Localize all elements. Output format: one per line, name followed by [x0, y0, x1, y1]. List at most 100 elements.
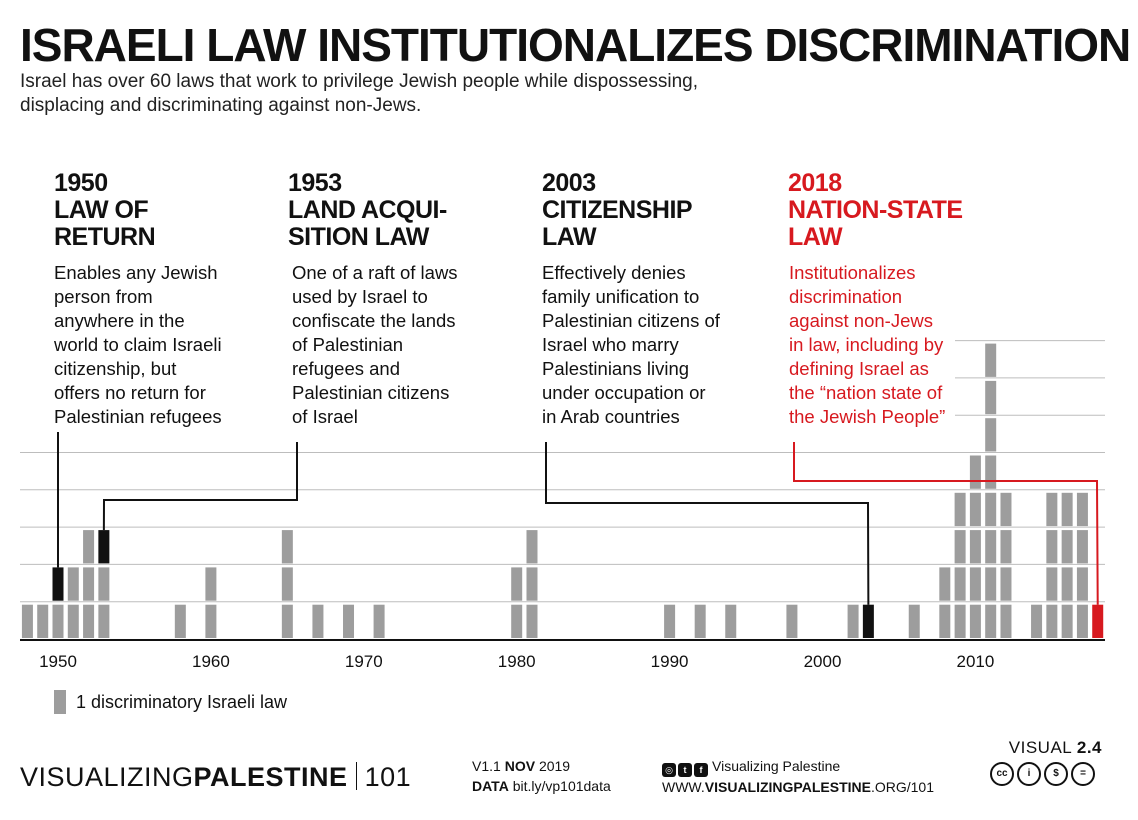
- x-tick-label: 2000: [804, 652, 842, 671]
- nc-icon: $: [1044, 762, 1068, 786]
- bar-unit-2011: [985, 380, 997, 415]
- bar-unit-1950: [52, 604, 64, 638]
- leader-line-2018: [793, 442, 1099, 605]
- bar-unit-2011: [985, 530, 997, 564]
- bar-unit-2015: [1046, 530, 1058, 564]
- x-tick-label: 1960: [192, 652, 230, 671]
- annotation-title: CITIZENSHIP LAW: [542, 196, 693, 251]
- bar-unit-1949: [37, 604, 49, 638]
- bar-unit-1958: [174, 604, 186, 638]
- annotation-title: LAW OF RETURN: [54, 196, 156, 251]
- x-tick-label: 1970: [345, 652, 383, 671]
- bar-unit-2003: [862, 604, 874, 638]
- social-name: Visualizing Palestine: [712, 758, 841, 774]
- annotation-title: LAND ACQUI- SITION LAW: [288, 196, 447, 251]
- twitter-icon[interactable]: t: [678, 763, 692, 777]
- bar-unit-2014: [1031, 604, 1043, 638]
- legend-swatch: [54, 690, 66, 714]
- brand-separator: [355, 762, 357, 790]
- bar-unit-1965: [281, 530, 293, 564]
- bar-unit-2009: [954, 530, 966, 564]
- annotation-nation-state-law: 2018 NATION-STATE LAW Institutionalizes …: [788, 170, 963, 429]
- bar-unit-1960: [205, 567, 217, 601]
- bar-unit-1969: [343, 604, 355, 638]
- bar-unit-1967: [312, 604, 324, 638]
- bar-unit-2016: [1061, 492, 1073, 527]
- annotation-year: 1950: [54, 169, 108, 197]
- brand-bold: PALESTINE: [193, 762, 348, 792]
- bar-unit-1952: [83, 604, 95, 638]
- visual-label: VISUAL: [1008, 738, 1072, 757]
- bar-unit-1990: [664, 604, 676, 638]
- leader-line-2003: [545, 442, 870, 605]
- bar-unit-1971: [373, 604, 385, 638]
- annotation-title: NATION-STATE LAW: [788, 196, 963, 251]
- bar-unit-2016: [1061, 604, 1073, 638]
- bar-unit-1980: [511, 567, 523, 601]
- legend-label: 1 discriminatory Israeli law: [76, 691, 288, 712]
- bar-unit-2010: [969, 455, 981, 489]
- visual-number: VISUAL 2.4: [1009, 738, 1102, 758]
- data-link[interactable]: bit.ly/vp101data: [512, 778, 611, 794]
- bar-unit-1998: [786, 604, 798, 638]
- annotation-citizenship-law: 2003 CITIZENSHIP LAW Effectively denies …: [542, 170, 720, 429]
- bar-unit-2008: [939, 567, 951, 601]
- bar-unit-2011: [985, 492, 997, 527]
- bars: [21, 343, 1104, 638]
- version-month: NOV: [504, 758, 536, 774]
- bar-unit-2011: [985, 567, 997, 601]
- instagram-icon[interactable]: ◎: [662, 763, 676, 777]
- bar-unit-2017: [1076, 604, 1088, 638]
- bar-unit-2015: [1046, 492, 1058, 527]
- bar-unit-1980: [511, 604, 523, 638]
- by-icon: i: [1017, 762, 1041, 786]
- bar-unit-1953: [98, 530, 110, 564]
- annotation-year: 1953: [288, 169, 342, 197]
- bar-unit-2017: [1076, 492, 1088, 527]
- annotation-year: 2018: [788, 169, 842, 197]
- bar-unit-1953: [98, 567, 110, 601]
- bar-unit-1951: [67, 567, 79, 601]
- bar-unit-2015: [1046, 604, 1058, 638]
- nd-icon: =: [1071, 762, 1095, 786]
- bar-unit-1960: [205, 604, 217, 638]
- bar-unit-1952: [83, 530, 95, 564]
- bar-unit-2006: [908, 604, 920, 638]
- bar-unit-2012: [1000, 530, 1012, 564]
- bar-unit-1981: [526, 604, 538, 638]
- leader-lines: [57, 432, 1099, 605]
- bar-unit-1953: [98, 604, 110, 638]
- bar-unit-1992: [694, 604, 706, 638]
- footer-social: ◎ t f Visualizing Palestine WWW.VISUALIZ…: [662, 756, 934, 797]
- brand-light: VISUALIZING: [20, 762, 194, 792]
- bar-unit-2009: [954, 492, 966, 527]
- facebook-icon[interactable]: f: [694, 763, 708, 777]
- bar-unit-2010: [969, 530, 981, 564]
- bar-unit-1981: [526, 530, 538, 564]
- x-tick-label: 1950: [39, 652, 77, 671]
- cc-icon: cc: [990, 762, 1014, 786]
- annotation-land-acquisition-law: 1953 LAND ACQUI- SITION LAW One of a raf…: [288, 170, 458, 429]
- bar-unit-1950: [52, 567, 64, 601]
- x-tick-label: 2010: [956, 652, 994, 671]
- bar-unit-2008: [939, 604, 951, 638]
- bar-unit-2010: [969, 492, 981, 527]
- annotation-description: Effectively denies family unification to…: [542, 262, 720, 427]
- page-subtitle: Israel has over 60 laws that work to pri…: [20, 71, 699, 116]
- legend: 1 discriminatory Israeli law: [54, 690, 287, 714]
- bar-unit-2017: [1076, 567, 1088, 601]
- page-title: ISRAELI LAW INSTITUTIONALIZES DISCRIMINA…: [20, 19, 1131, 71]
- bar-unit-2011: [985, 418, 997, 452]
- bar-unit-2016: [1061, 530, 1073, 564]
- website-link[interactable]: WWW.VISUALIZINGPALESTINE.ORG/101: [662, 779, 934, 795]
- bar-unit-2010: [969, 604, 981, 638]
- annotation-law-of-return: 1950 LAW OF RETURN Enables any Jewish pe…: [54, 170, 222, 429]
- bar-unit-1948: [21, 604, 33, 638]
- annotation-year: 2003: [542, 169, 596, 197]
- annotation-description: One of a raft of laws used by Israel to …: [292, 262, 458, 427]
- bar-unit-2012: [1000, 492, 1012, 527]
- bar-unit-1994: [725, 604, 737, 638]
- bar-unit-2016: [1061, 567, 1073, 601]
- bar-unit-2010: [969, 567, 981, 601]
- bar-unit-1952: [83, 567, 95, 601]
